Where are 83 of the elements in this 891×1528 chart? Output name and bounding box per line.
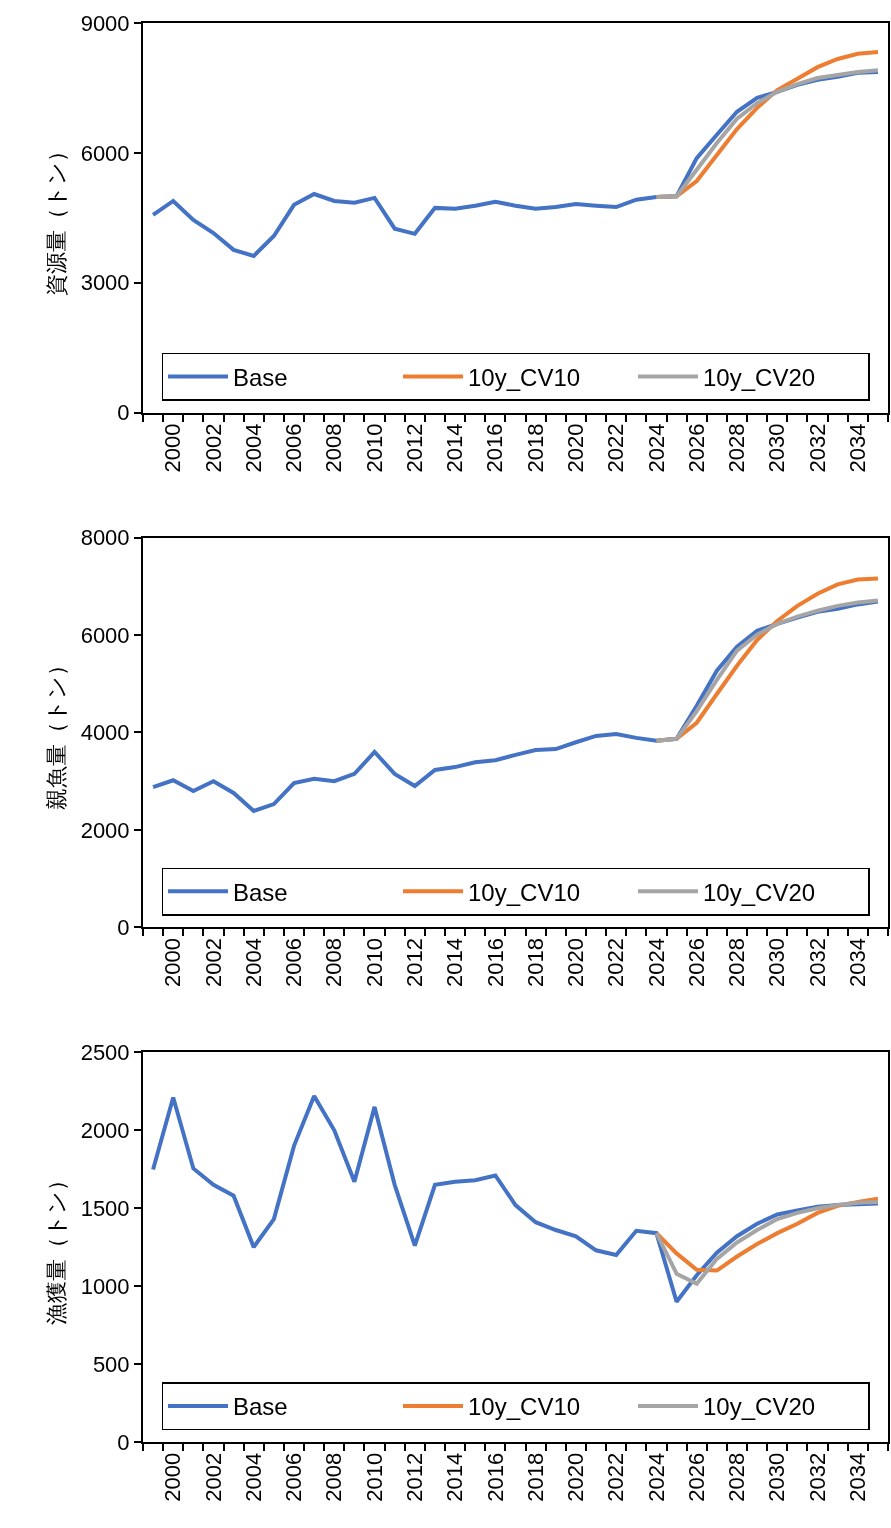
x-tick-label: 2018	[522, 938, 548, 988]
x-tick-label: 2028	[724, 423, 750, 473]
x-tick-label: 2028	[724, 938, 750, 988]
x-tick-label: 2030	[764, 938, 790, 988]
x-tick-label: 2032	[804, 938, 830, 988]
legend-label: Base	[233, 1393, 288, 1421]
legend-label: 10y_CV20	[703, 1393, 816, 1421]
legend-label: 10y_CV20	[703, 878, 816, 906]
x-tick-label: 2032	[804, 423, 830, 473]
x-tick-label: 2016	[482, 1452, 508, 1502]
x-tick-label: 2010	[361, 938, 387, 988]
x-tick-label: 2026	[683, 938, 709, 988]
y-tick-label: 6000	[80, 622, 130, 648]
x-tick-label: 2014	[442, 1452, 468, 1502]
y-axis-title: 漁獲量（トン）	[43, 1169, 69, 1326]
x-tick-label: 2000	[160, 1452, 186, 1502]
x-tick-label: 2026	[683, 1452, 709, 1502]
x-tick-label: 2006	[281, 1452, 307, 1502]
x-tick-label: 2034	[844, 938, 870, 988]
x-tick-label: 2008	[321, 423, 347, 473]
x-tick-label: 2030	[764, 423, 790, 473]
x-tick-label: 2016	[482, 938, 508, 988]
y-tick-label: 8000	[80, 525, 130, 551]
x-tick-label: 2024	[643, 938, 669, 988]
x-tick-label: 2018	[522, 1452, 548, 1502]
y-tick-label: 2000	[80, 817, 130, 843]
x-tick-label: 2024	[643, 1452, 669, 1502]
legend-label: 10y_CV20	[703, 363, 816, 391]
y-tick-label: 1500	[80, 1195, 130, 1221]
x-tick-label: 2004	[240, 1452, 266, 1502]
x-tick-label: 2020	[563, 423, 589, 473]
x-tick-label: 2020	[563, 938, 589, 988]
x-tick-label: 2030	[764, 1452, 790, 1502]
x-tick-label: 2012	[401, 938, 427, 988]
y-tick-label: 9000	[80, 10, 130, 36]
x-tick-label: 2002	[200, 423, 226, 473]
y-tick-label: 4000	[80, 720, 130, 746]
legend-label: Base	[233, 878, 288, 906]
line-series	[151, 1093, 880, 1304]
x-tick-label: 2002	[200, 1452, 226, 1502]
x-tick-label: 2034	[844, 1452, 870, 1502]
x-tick-label: 2018	[522, 423, 548, 473]
x-tick-label: 2022	[603, 423, 629, 473]
y-axis-title: 資源量（トン）	[43, 139, 69, 296]
y-tick-label: 2000	[80, 1117, 130, 1143]
x-tick-label: 2004	[240, 423, 266, 473]
legend-label: 10y_CV10	[468, 363, 581, 391]
x-tick-label: 2032	[804, 1452, 830, 1502]
x-tick-label: 2022	[603, 938, 629, 988]
x-tick-label: 2010	[361, 1452, 387, 1502]
x-tick-label: 2000	[160, 423, 186, 473]
x-tick-label: 2004	[240, 938, 266, 988]
x-tick-label: 2008	[321, 1452, 347, 1502]
x-tick-label: 2006	[281, 938, 307, 988]
y-tick-label: 0	[117, 400, 130, 426]
x-tick-label: 2012	[401, 423, 427, 473]
x-tick-label: 2034	[844, 423, 870, 473]
legend-label: 10y_CV10	[468, 1393, 581, 1421]
x-tick-label: 2024	[643, 423, 669, 473]
y-tick-label: 6000	[80, 140, 130, 166]
y-tick-label: 3000	[80, 270, 130, 296]
y-tick-label: 2500	[80, 1040, 130, 1066]
legend-label: Base	[233, 363, 288, 391]
y-tick-label: 500	[92, 1351, 130, 1377]
x-tick-label: 2028	[724, 1452, 750, 1502]
y-axis-title: 親魚量（トン）	[43, 654, 69, 811]
legend-label: 10y_CV10	[468, 878, 581, 906]
line-series	[654, 1199, 880, 1286]
x-tick-label: 2012	[401, 1452, 427, 1502]
x-tick-label: 2020	[563, 1452, 589, 1502]
x-tick-label: 2000	[160, 938, 186, 988]
x-tick-label: 2008	[321, 938, 347, 988]
y-tick-label: 0	[117, 1429, 130, 1455]
x-tick-label: 2014	[442, 423, 468, 473]
x-tick-label: 2016	[482, 423, 508, 473]
x-tick-label: 2014	[442, 938, 468, 988]
x-tick-label: 2026	[683, 423, 709, 473]
x-tick-label: 2002	[200, 938, 226, 988]
y-tick-label: 1000	[80, 1273, 130, 1299]
y-tick-label: 0	[117, 915, 130, 941]
x-tick-label: 2006	[281, 423, 307, 473]
x-tick-label: 2010	[361, 423, 387, 473]
x-tick-label: 2022	[603, 1452, 629, 1502]
